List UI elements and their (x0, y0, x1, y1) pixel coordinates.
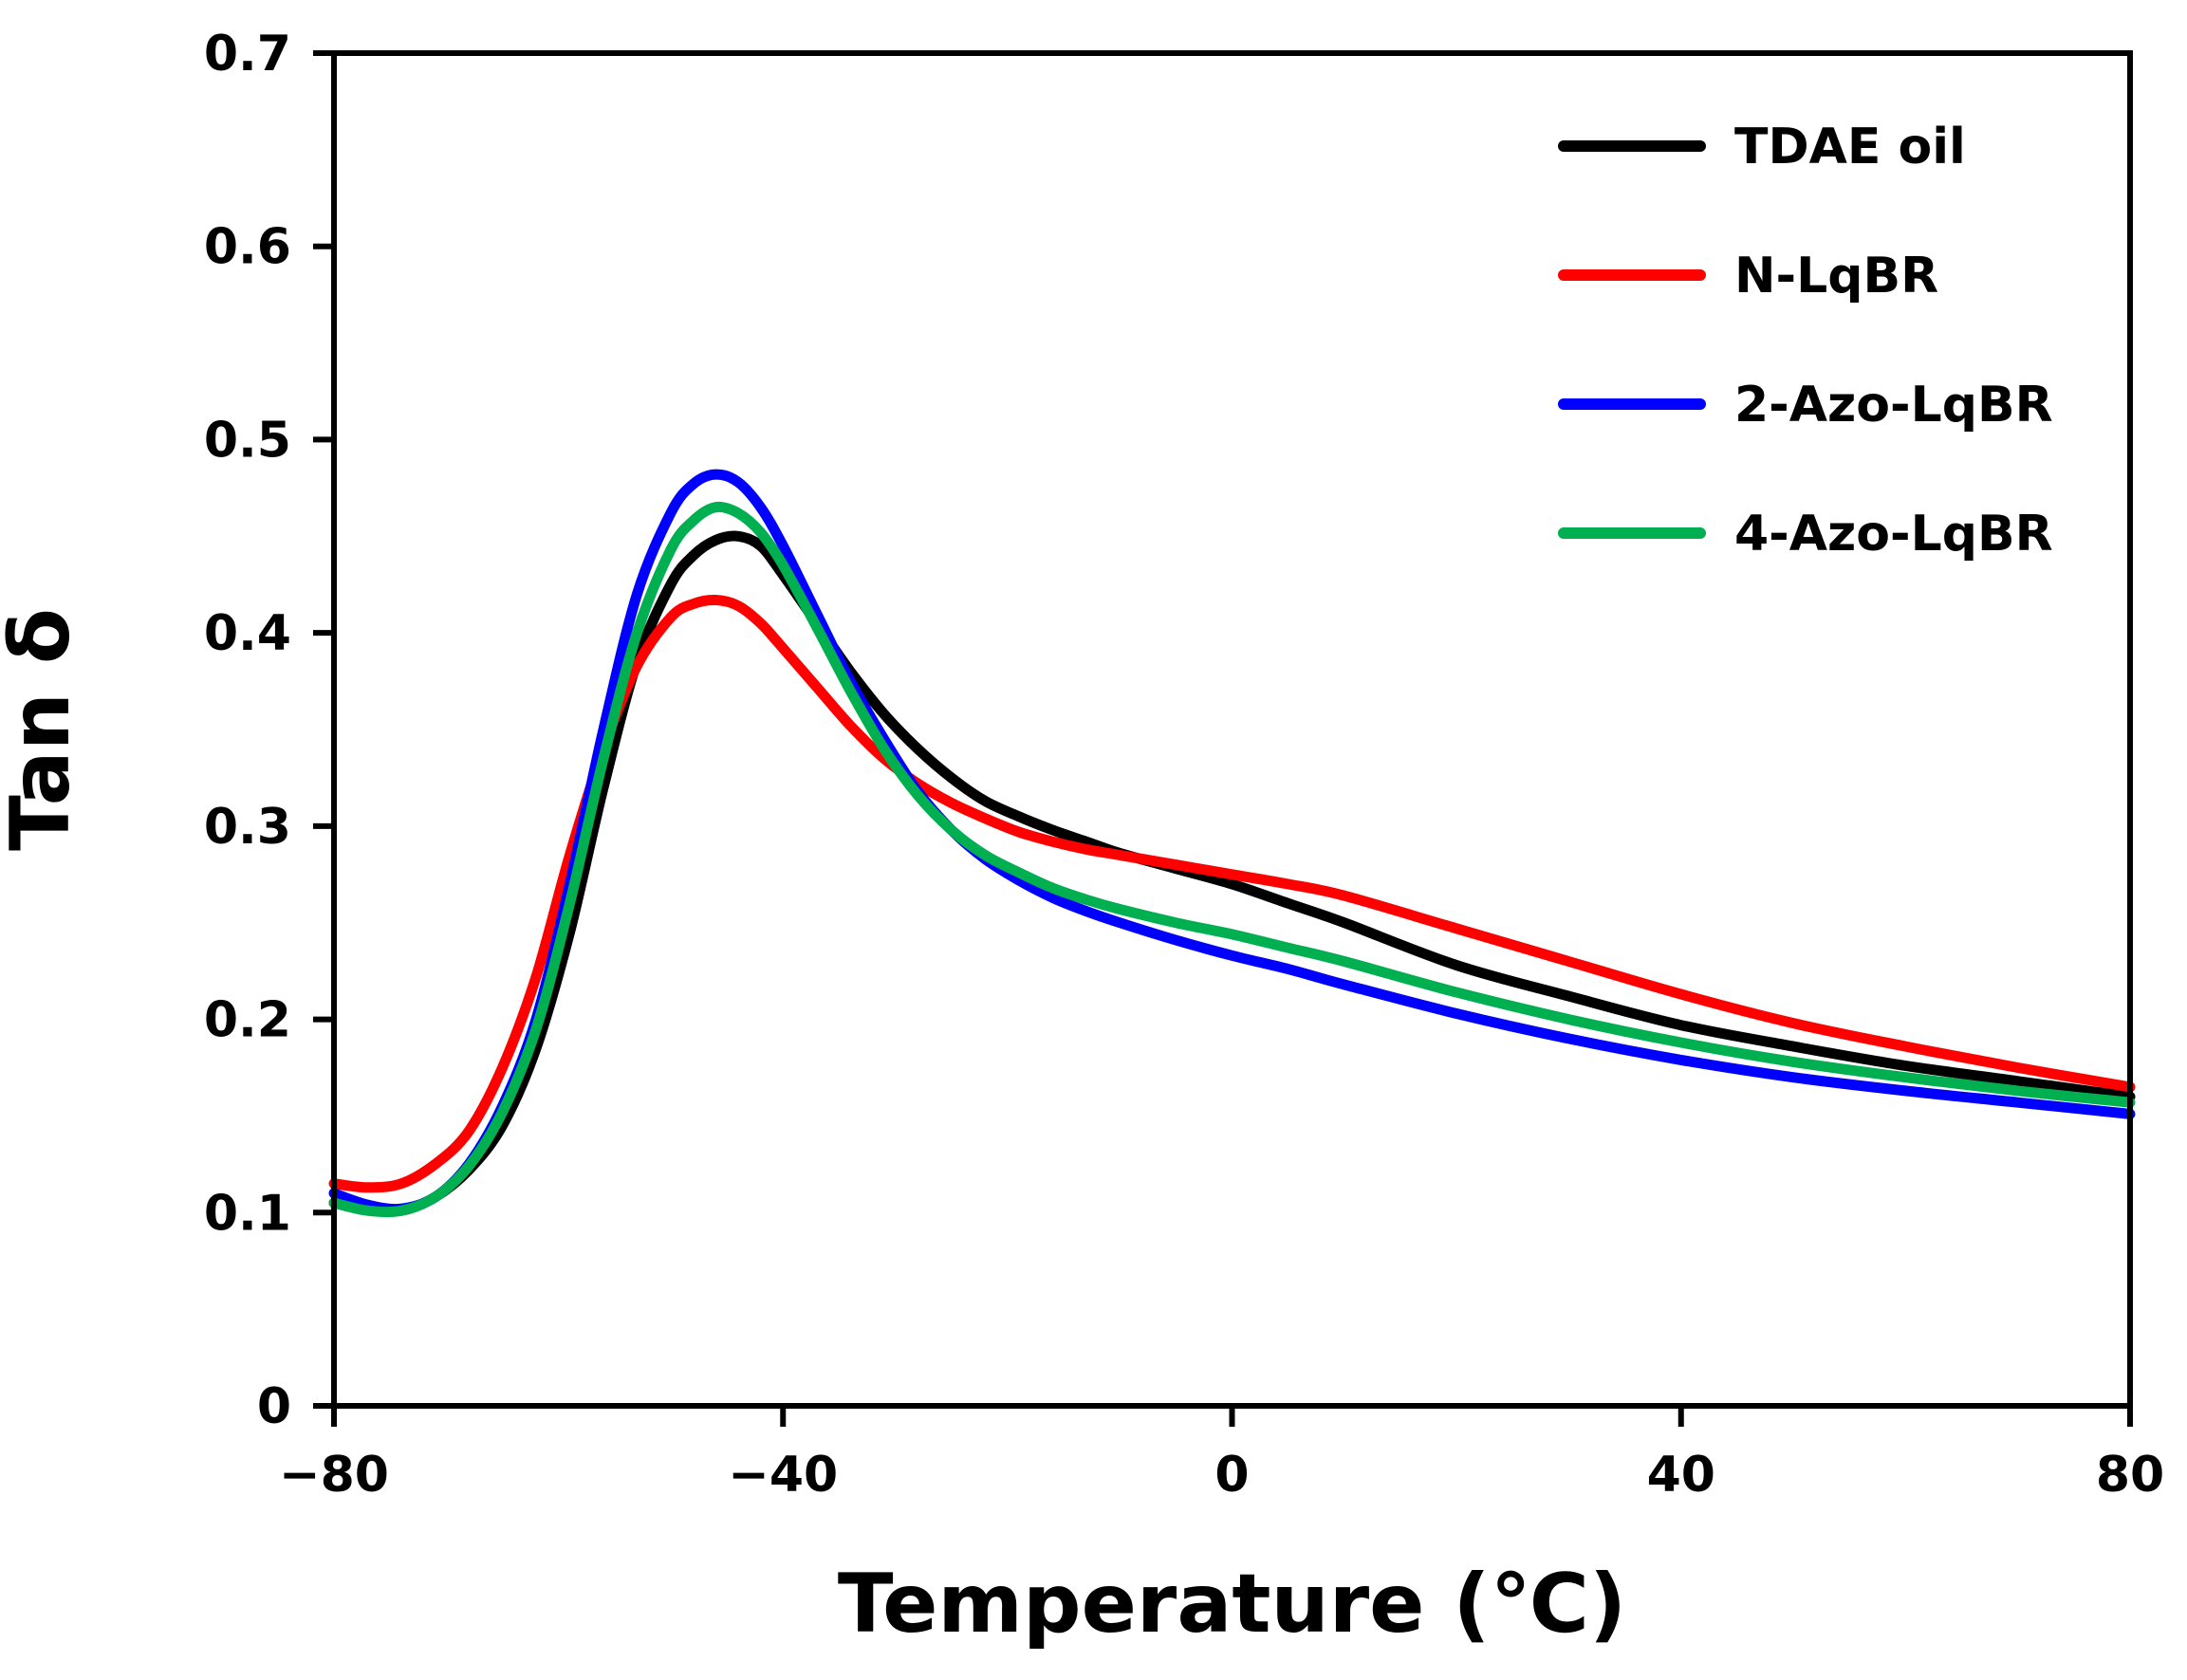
y-tick-label: 0.7 (204, 26, 291, 83)
y-tick-label: 0.5 (204, 412, 291, 469)
series-line-2-azo-lqbr (328, 469, 2136, 1215)
legend-label: 4-Azo-LqBR (1734, 506, 2053, 563)
y-tick-label: 0.4 (204, 605, 291, 662)
legend-label: 2-Azo-LqBR (1734, 377, 2053, 434)
x-axis: −80 −40 0 40 80 (279, 1406, 2164, 1504)
legend-label: TDAE oil (1734, 119, 1966, 175)
y-tick-label: 0.2 (204, 992, 291, 1049)
y-tick-label: 0 (257, 1378, 291, 1435)
y-axis-title: Tan δ (0, 608, 88, 851)
series-line-tdae-oil (328, 530, 2136, 1217)
x-tick-label: 80 (2096, 1447, 2164, 1504)
x-tick-label: 40 (1647, 1447, 1715, 1504)
x-tick-label: −40 (728, 1447, 838, 1504)
y-axis: 0 0.1 0.2 0.3 0.4 0.5 0.6 0.7 (204, 26, 334, 1435)
series-line-4-azo-lqbr (328, 501, 2136, 1218)
legend-label: N-LqBR (1734, 248, 1938, 305)
y-tick-label: 0.1 (204, 1185, 291, 1242)
x-axis-title: Temperature (℃) (838, 1557, 1626, 1652)
y-tick-label: 0.3 (204, 799, 291, 856)
series-layer (328, 469, 2136, 1218)
legend: TDAE oil N-LqBR 2-Azo-LqBR 4-Azo-LqBR (1558, 119, 2053, 563)
x-tick-label: 0 (1214, 1447, 1249, 1504)
series-line-n-lqbr (328, 594, 2136, 1193)
y-tick-label: 0.6 (204, 219, 291, 276)
x-tick-label: −80 (279, 1447, 389, 1504)
